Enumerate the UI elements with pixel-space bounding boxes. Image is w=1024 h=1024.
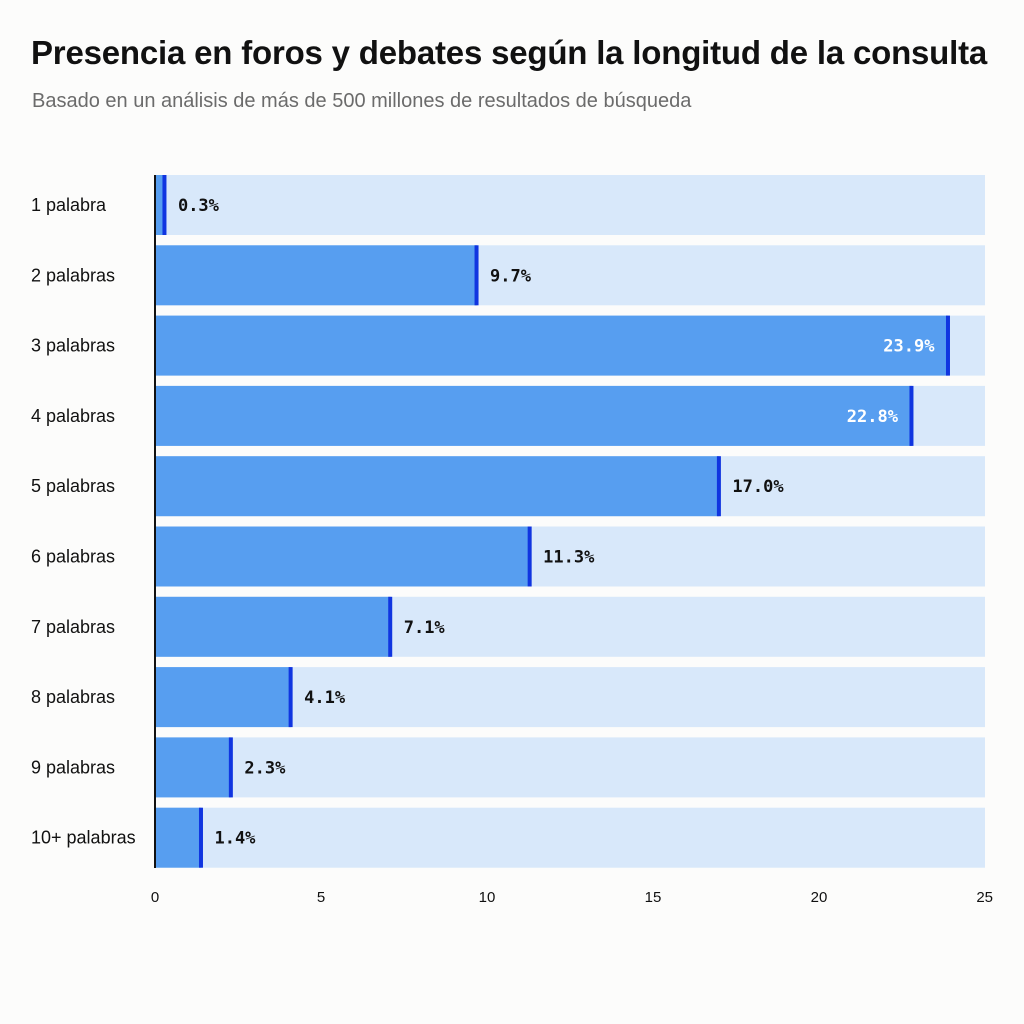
value-label: 11.3% bbox=[543, 548, 595, 568]
value-label: 2.3% bbox=[244, 758, 286, 778]
x-tick-label: 15 bbox=[645, 889, 662, 906]
value-label: 4.1% bbox=[304, 688, 346, 708]
value-label: 1.4% bbox=[214, 829, 256, 849]
bar bbox=[155, 245, 478, 306]
bar bbox=[155, 315, 949, 376]
bar bbox=[155, 807, 202, 868]
category-label: 3 palabras bbox=[31, 336, 115, 356]
bar-end-marker bbox=[162, 175, 167, 235]
bar bbox=[155, 596, 391, 657]
chart-title: Presencia en foros y debates según la lo… bbox=[31, 34, 988, 71]
value-label: 22.8% bbox=[847, 407, 899, 427]
bar bbox=[155, 385, 912, 446]
category-label: 5 palabras bbox=[31, 476, 115, 496]
bar-end-marker bbox=[474, 245, 479, 306]
chart-subtitle: Basado en un análisis de más de 500 mill… bbox=[32, 90, 692, 112]
x-tick-label: 10 bbox=[479, 889, 496, 906]
bar bbox=[155, 737, 232, 798]
value-label: 23.9% bbox=[883, 337, 935, 357]
bar-end-marker bbox=[288, 667, 293, 728]
value-label: 17.0% bbox=[732, 477, 784, 497]
x-tick-label: 5 bbox=[317, 889, 325, 906]
bar-end-marker bbox=[527, 526, 532, 587]
bar-end-marker bbox=[716, 456, 721, 517]
category-label: 8 palabras bbox=[31, 687, 115, 707]
bar-end-marker bbox=[909, 385, 914, 446]
value-label: 0.3% bbox=[178, 196, 220, 216]
bar-track bbox=[155, 737, 985, 798]
bar-end-marker bbox=[388, 596, 393, 657]
bar-track bbox=[155, 807, 985, 868]
category-label: 10+ palabras bbox=[31, 828, 136, 848]
category-label: 4 palabras bbox=[31, 406, 115, 426]
category-label: 2 palabras bbox=[31, 265, 115, 285]
bar bbox=[155, 526, 531, 587]
bar bbox=[155, 175, 165, 235]
bar bbox=[155, 667, 292, 728]
value-label: 7.1% bbox=[404, 618, 446, 638]
bar-end-marker bbox=[945, 315, 950, 376]
x-tick-label: 20 bbox=[811, 889, 828, 906]
bar bbox=[155, 456, 720, 517]
bar-end-marker bbox=[228, 737, 233, 798]
bar-end-marker bbox=[198, 807, 203, 868]
bar-track bbox=[155, 667, 985, 728]
bar-track bbox=[155, 175, 985, 235]
category-label: 7 palabras bbox=[31, 617, 115, 637]
x-tick-label: 0 bbox=[151, 889, 159, 906]
category-label: 1 palabra bbox=[31, 195, 107, 215]
value-label: 9.7% bbox=[490, 266, 532, 286]
category-label: 6 palabras bbox=[31, 547, 115, 567]
category-label: 9 palabras bbox=[31, 757, 115, 777]
x-tick-label: 25 bbox=[976, 889, 993, 906]
